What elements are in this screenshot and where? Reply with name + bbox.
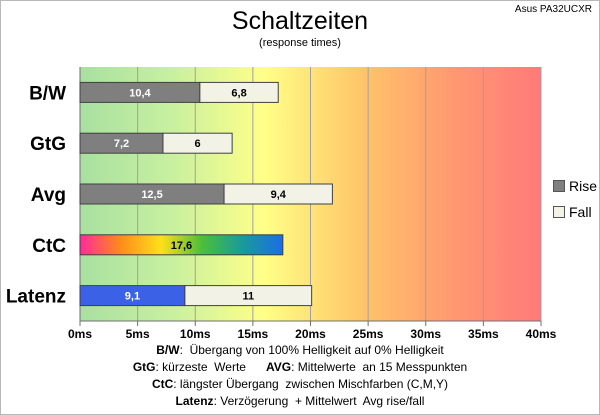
x-tick-label: 5ms — [126, 327, 150, 341]
legend-label-fall: Fall — [569, 204, 592, 220]
data-label-fall-gtg: 6 — [194, 138, 200, 150]
note-gtg-term: GtG — [132, 360, 156, 374]
data-label-rise-bw: 10,4 — [129, 87, 151, 99]
definitions-notes: B/W: Übergang von 100% Helligkeit auf 0%… — [0, 342, 600, 410]
data-label-fall-latenz: 11 — [242, 291, 254, 303]
monitor-model-label: Asus PA32UCXR — [514, 4, 592, 15]
bar-rise-ctc — [79, 234, 284, 256]
data-label-rise-ctc: 17,6 — [171, 240, 192, 252]
data-label-rise-gtg: 7,2 — [114, 138, 129, 150]
note-bw: B/W: Übergang von 100% Helligkeit auf 0%… — [0, 342, 600, 359]
note-ctc-term: CtC — [151, 377, 174, 391]
chart-subtitle: (response times) — [259, 37, 341, 49]
legend-label-rise: Rise — [569, 178, 598, 194]
note-bw-text: : Übergang von 100% Helligkeit auf 0% He… — [179, 343, 444, 357]
y-category-label: Avg — [31, 185, 66, 206]
data-label-rise-latenz: 9,1 — [125, 291, 140, 303]
note-ctc: CtC: längster Übergang zwischen Mischfar… — [0, 376, 600, 393]
y-category-label: CtC — [32, 236, 66, 257]
data-label-fall-avg: 9,4 — [271, 189, 287, 201]
note-avg-term: AVG — [265, 360, 292, 374]
x-tick-label: 40ms — [526, 327, 557, 341]
x-tick-label: 25ms — [353, 327, 384, 341]
y-category-label: GtG — [30, 134, 66, 155]
note-gtg-avg: GtG: kürzeste Werte AVG: Mittelwerte an … — [0, 359, 600, 376]
note-bw-term: B/W — [156, 343, 180, 357]
y-category-label: Latenz — [6, 287, 66, 308]
note-ctc-text: : längster Übergang zwischen Mischfarben… — [173, 377, 449, 391]
note-latenz: Latenz: Verzögerung + Mittelwert Avg ris… — [0, 393, 600, 410]
bar-fall-avg — [223, 183, 333, 205]
x-tick-label: 35ms — [468, 327, 499, 341]
note-latenz-term: Latenz — [175, 394, 214, 408]
x-tick-label: 15ms — [238, 327, 269, 341]
bar-fall-bw — [199, 81, 279, 103]
x-tick-label: 20ms — [295, 327, 326, 341]
x-tick-label: 0ms — [68, 327, 92, 341]
legend-item-fall: Fall — [553, 204, 592, 220]
bar-fall-latenz — [184, 285, 313, 307]
legend-item-rise: Rise — [553, 178, 597, 194]
note-avg-text: : Mittelwerte an 15 Messpunkten — [291, 360, 468, 374]
note-gtg-text: : kürzeste Werte — [155, 360, 266, 374]
legend-swatch-rise — [553, 180, 565, 192]
y-category-label: B/W — [29, 83, 66, 104]
note-latenz-text: : Verzögerung + Mittelwert Avg rise/fall — [213, 394, 425, 408]
x-tick-label: 10ms — [180, 327, 211, 341]
x-tick-label: 30ms — [410, 327, 441, 341]
data-label-fall-bw: 6,8 — [231, 87, 246, 99]
legend-swatch-fall — [553, 206, 565, 218]
data-label-rise-avg: 12,5 — [141, 189, 162, 201]
chart-title: Schaltzeiten — [231, 7, 369, 35]
bar-fall-gtg — [162, 132, 233, 154]
